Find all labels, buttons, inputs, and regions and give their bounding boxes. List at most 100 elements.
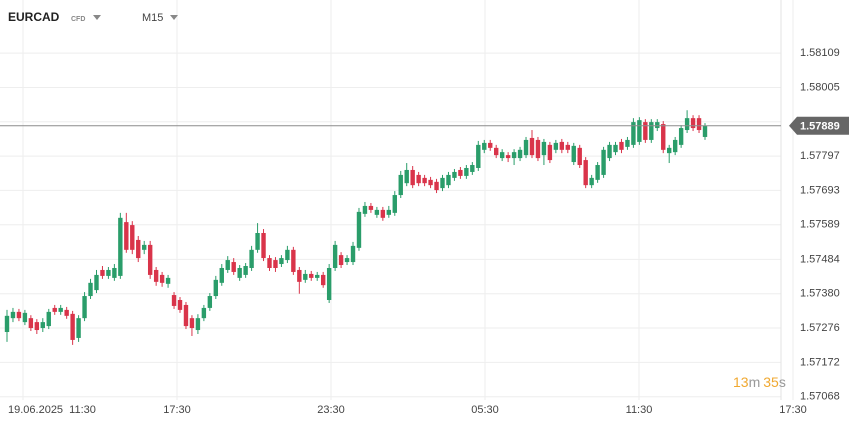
- candle-body: [649, 122, 654, 140]
- candle-body: [171, 295, 177, 306]
- candle-body: [100, 269, 105, 276]
- y-tick-label: 1.57589: [800, 219, 840, 231]
- candle-body: [225, 260, 230, 270]
- symbol-dropdown[interactable]: [93, 15, 101, 20]
- x-tick-label: 11:30: [626, 404, 653, 416]
- candle-body: [690, 118, 696, 129]
- symbol-tag: CFD: [71, 16, 85, 23]
- candle-body: [493, 147, 499, 156]
- candle-body: [505, 155, 511, 159]
- candle-body: [595, 165, 600, 180]
- candle-body: [213, 279, 219, 297]
- candle-body: [571, 145, 576, 163]
- candle-body: [529, 137, 535, 156]
- candle-body: [619, 141, 624, 150]
- candle-body: [320, 274, 326, 286]
- candle-body: [631, 122, 636, 145]
- candle-body: [136, 239, 141, 259]
- candle-body: [219, 267, 224, 283]
- countdown-seconds-unit: s: [779, 374, 786, 390]
- y-axis: 1.581091.580051.579011.577971.576931.575…: [800, 47, 840, 403]
- candle-body: [255, 233, 260, 250]
- candle-body: [159, 274, 165, 283]
- symbol[interactable]: EURCAD: [8, 10, 60, 24]
- candle-body: [16, 311, 22, 319]
- candle-body: [488, 142, 493, 148]
- current-price-label: 1.57889: [800, 121, 840, 133]
- countdown: 13m 35s: [733, 374, 786, 390]
- candle-body: [130, 225, 135, 250]
- candle-body: [261, 233, 266, 259]
- candle-body: [667, 147, 672, 154]
- candle-body: [702, 125, 708, 137]
- candle-body: [356, 211, 362, 248]
- candle-body: [547, 144, 553, 161]
- candle-body: [499, 152, 505, 159]
- candle-body: [142, 244, 147, 250]
- candle-body: [541, 141, 547, 156]
- y-tick-label: 1.57068: [800, 391, 840, 403]
- candle-body: [607, 144, 612, 159]
- candle-body: [392, 195, 397, 213]
- candle-body: [207, 296, 213, 308]
- candle-body: [165, 277, 171, 284]
- candle-body: [10, 311, 16, 319]
- candle-body: [58, 307, 63, 312]
- candle-body: [374, 209, 380, 215]
- candle-body: [46, 311, 51, 327]
- candle-body: [82, 296, 87, 319]
- candle-body: [112, 267, 117, 278]
- candle-body: [94, 274, 99, 291]
- candle-body: [410, 169, 415, 186]
- current-price-tag: [789, 116, 849, 135]
- candle-body: [40, 322, 45, 329]
- candle-body: [177, 300, 183, 310]
- candle-body: [684, 118, 690, 131]
- candle-body: [231, 262, 236, 272]
- candle-body: [678, 128, 684, 145]
- candle-body: [672, 139, 678, 153]
- candle-body: [332, 244, 338, 268]
- candle-body: [386, 209, 392, 215]
- candle-body: [106, 269, 111, 276]
- candle-body: [309, 273, 314, 278]
- candle-body: [279, 258, 284, 265]
- y-tick-label: 1.57276: [800, 322, 840, 334]
- y-tick-label: 1.58005: [800, 81, 840, 93]
- current-price: 1.57889: [0, 116, 849, 135]
- candle-body: [434, 181, 439, 191]
- candle-body: [446, 174, 451, 186]
- candle-body: [201, 307, 207, 319]
- candle-body: [470, 165, 475, 172]
- candle-body: [511, 152, 517, 159]
- candle-body: [28, 318, 34, 329]
- candle-body: [344, 258, 350, 263]
- countdown-seconds: 35: [763, 374, 779, 390]
- countdown-minutes-unit: m: [749, 374, 761, 390]
- candle-body: [64, 309, 69, 316]
- candle-body: [88, 282, 93, 297]
- candle-body: [577, 147, 582, 166]
- candle-body: [482, 142, 487, 150]
- candle-body: [237, 267, 242, 278]
- candle-body: [368, 205, 374, 210]
- candle-body: [291, 249, 296, 272]
- candle-body: [583, 160, 588, 186]
- candle-body: [76, 318, 81, 338]
- candle-body: [661, 124, 666, 150]
- candle-body: [696, 118, 702, 131]
- candle-body: [285, 249, 290, 261]
- timeframe-dropdown[interactable]: [170, 15, 178, 20]
- x-tick-label: 19.06.2025 11:30: [8, 404, 96, 416]
- candle-body: [440, 177, 445, 189]
- candle-body: [398, 174, 403, 196]
- y-tick-label: 1.58109: [800, 47, 840, 59]
- candle-body: [553, 142, 559, 150]
- candle-body: [362, 205, 368, 214]
- candle-body: [380, 209, 386, 218]
- timeframe[interactable]: M15: [142, 12, 163, 24]
- candle-body: [153, 269, 159, 282]
- candle-body: [183, 304, 189, 327]
